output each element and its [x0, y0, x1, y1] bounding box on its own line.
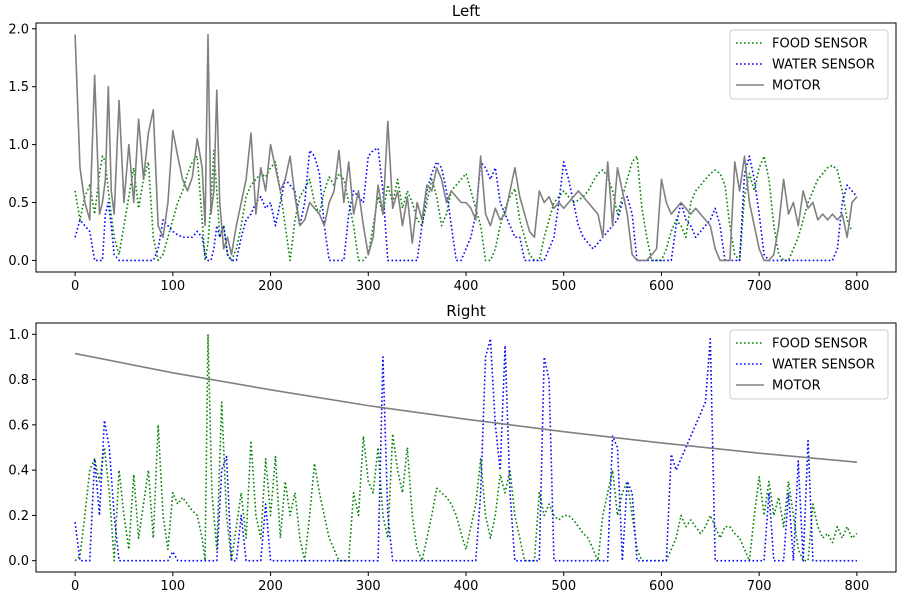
left-x-tick-label: 200: [258, 279, 283, 294]
right-x-tick-label: 100: [160, 579, 185, 594]
right-legend: FOOD SENSOR WATER SENSOR MOTOR: [729, 329, 889, 400]
right-series-motor-line: [74, 352, 857, 464]
right-x-tick-label: 400: [454, 579, 479, 594]
left-x-tick-label: 600: [649, 279, 674, 294]
right-legend-label-water: WATER SENSOR: [772, 358, 875, 373]
right-x-tick-label: 300: [356, 579, 381, 594]
right-x-tick-label: 500: [551, 579, 576, 594]
right-y-tick-label: 0.4: [8, 464, 29, 479]
left-legend: FOOD SENSOR WATER SENSOR MOTOR: [729, 29, 889, 100]
left-chart-title: Left: [452, 2, 480, 20]
left-x-tick-label: 500: [551, 279, 576, 294]
right-x-tick-label: 700: [747, 579, 772, 594]
right-x-tick-label: 800: [844, 579, 869, 594]
left-y-tick-label: 2.0: [8, 22, 29, 37]
right-chart: Right 0 100 200 300 400 500 600 700 800 0.0 0.2 0.4…: [8, 302, 897, 594]
right-series-food-line: [74, 333, 858, 562]
right-legend-box: [729, 329, 889, 400]
left-legend-box: [729, 29, 889, 100]
right-x-tick-label: 600: [649, 579, 674, 594]
left-y-tick-label: 0.0: [8, 254, 29, 269]
left-legend-label-food: FOOD SENSOR: [772, 37, 868, 52]
left-x-tick-label: 800: [844, 279, 869, 294]
right-series-water-line: [74, 338, 857, 562]
left-y-tick-label: 0.5: [8, 196, 29, 211]
left-x-tick-label: 400: [454, 279, 479, 294]
left-x-tick-label: 300: [356, 279, 381, 294]
right-chart-title: Right: [446, 302, 486, 320]
right-legend-label-food: FOOD SENSOR: [772, 337, 868, 352]
right-y-tick-label: 0.0: [8, 554, 29, 569]
left-y-tick-label: 1.5: [8, 80, 29, 95]
left-legend-label-water: WATER SENSOR: [772, 58, 875, 73]
right-y-tick-label: 0.6: [8, 418, 29, 433]
right-legend-label-motor: MOTOR: [772, 379, 821, 394]
right-y-tick-label: 1.0: [8, 328, 29, 343]
left-legend-label-motor: MOTOR: [772, 79, 821, 94]
left-chart: Left 0 100 200 300 400 500 600 700 800 0.0 0.5 1.0 1…: [8, 2, 897, 294]
left-x-tick-label: 700: [747, 279, 772, 294]
right-y-tick-label: 0.8: [8, 373, 29, 388]
right-x-tick-label: 200: [258, 579, 283, 594]
left-series-motor-line: [74, 33, 858, 262]
right-x-tick-label: 0: [71, 579, 79, 594]
left-y-tick-label: 1.0: [8, 138, 29, 153]
left-x-tick-label: 0: [71, 279, 79, 294]
left-series-water-line: [74, 147, 858, 262]
left-x-tick-label: 100: [160, 279, 185, 294]
right-y-tick-label: 0.2: [8, 509, 29, 524]
